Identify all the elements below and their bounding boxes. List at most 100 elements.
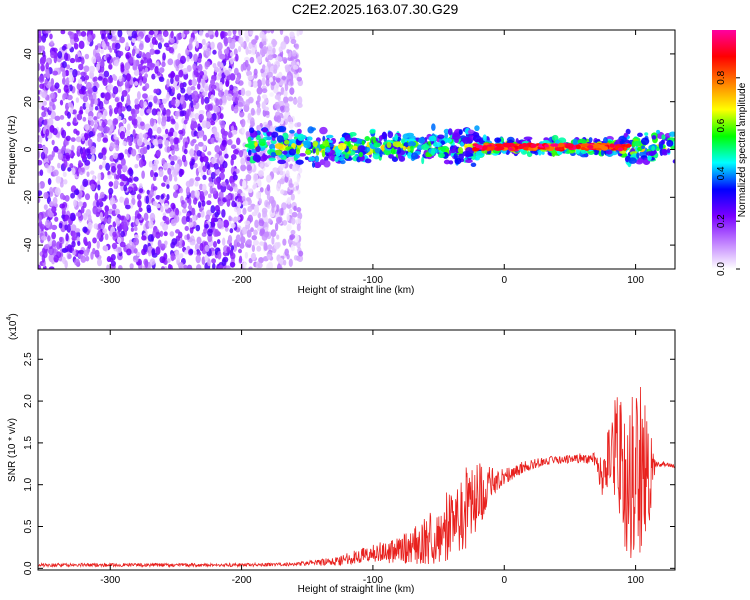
spectrogram-cell	[40, 235, 47, 241]
spectrogram-cell	[183, 264, 188, 269]
spectrogram-cell	[51, 139, 55, 146]
spectrogram-cell	[230, 182, 236, 187]
spectrogram-cell	[262, 128, 268, 133]
spectrogram-cell	[224, 153, 229, 159]
spectrogram-cell	[449, 148, 456, 154]
spectrogram-cell	[131, 215, 136, 221]
spectrogram-cell	[263, 242, 268, 251]
spectrogram-cell	[75, 231, 81, 239]
spectrogram-cell	[257, 262, 263, 269]
spectrogram-cell	[167, 167, 172, 175]
spectrogram-cell	[372, 152, 381, 160]
spectrogram-cell	[254, 142, 258, 147]
spectrogram-cell	[80, 71, 86, 77]
spectrogram-cell	[85, 102, 90, 109]
spectrogram-cell	[260, 68, 264, 74]
spectrogram-cell	[75, 136, 82, 143]
spectrogram-cell	[160, 104, 165, 111]
spectrogram-cell	[271, 205, 275, 214]
spectrogram-cell	[122, 118, 126, 124]
spectrogram-cell	[43, 204, 48, 211]
spectrogram-cell	[210, 171, 216, 180]
spectrogram-cell	[206, 200, 212, 206]
spectrogram-cell	[159, 67, 165, 73]
spectrogram-cell	[249, 117, 255, 126]
spectrogram-cell	[170, 138, 174, 146]
spectrogram-cell	[54, 115, 61, 121]
spectrogram-cell	[74, 228, 81, 233]
spectrogram-cell	[129, 263, 134, 269]
spectrogram-cell	[110, 260, 116, 267]
spectrogram-cell	[265, 30, 272, 34]
spectrogram-cell	[59, 99, 64, 106]
spectrogram-cell	[66, 43, 72, 49]
spectrogram-cell	[221, 131, 227, 140]
spectrogram-cell	[202, 134, 208, 142]
spectrogram-cell	[296, 30, 300, 37]
spectrogram-cell	[97, 112, 103, 118]
spectrogram-cell	[41, 105, 45, 111]
spectrogram-cell	[167, 131, 174, 137]
spectrogram-cell	[209, 34, 214, 40]
spectrogram-cell	[204, 121, 211, 129]
spectrogram-cell	[139, 121, 145, 127]
spectrogram-cell	[102, 245, 108, 252]
spectrogram-cell	[403, 142, 409, 148]
spectrogram-cell	[38, 62, 41, 72]
spectrogram-cell	[254, 219, 259, 229]
spectrogram-cell	[218, 98, 223, 106]
spectrogram-cell	[297, 254, 304, 263]
spectrogram-cell	[236, 137, 241, 146]
spectrogram-cell	[248, 149, 252, 156]
spectrogram-x-ticks: -300 -200 -100 0 100	[100, 30, 644, 286]
spectrogram-cell	[74, 258, 80, 266]
x-tick-label: 0	[501, 575, 507, 586]
spectrogram-cell	[169, 211, 176, 218]
spectrogram-cell	[340, 136, 346, 143]
spectrogram-cell	[154, 65, 159, 74]
spectrogram-cell	[58, 222, 63, 229]
spectrogram-cell	[125, 54, 130, 60]
spectrogram-cell	[72, 250, 77, 256]
spectrogram-cell	[235, 90, 239, 97]
spectrogram-cell	[521, 143, 528, 148]
spectrogram-cell	[152, 186, 158, 191]
spectrogram-cell	[219, 113, 224, 120]
spectrogram-cell	[76, 113, 83, 121]
spectrogram-cell	[637, 158, 644, 163]
spectrogram-cell	[229, 84, 234, 91]
spectrogram-cell	[91, 55, 97, 64]
spectrogram-cell	[329, 143, 334, 147]
spectrogram-cell	[188, 222, 194, 228]
spectrogram-cell	[136, 138, 143, 147]
spectrogram-cell	[372, 136, 376, 144]
spectrogram-cell	[280, 189, 285, 195]
spectrogram-cell	[207, 30, 214, 36]
spectrogram-cell	[191, 158, 195, 166]
spectrogram-cell	[210, 221, 216, 227]
spectrogram-cell	[77, 240, 81, 247]
spectrogram-cell	[149, 189, 154, 198]
spectrogram-cell	[179, 96, 184, 105]
spectrogram-cell	[261, 88, 268, 94]
spectrogram-cell	[42, 50, 46, 58]
spectrogram-cell	[131, 37, 136, 43]
spectrogram-cell	[319, 161, 326, 166]
spectrogram-cell	[231, 200, 236, 208]
spectrogram-cell	[159, 230, 164, 237]
spectrogram-cell	[99, 64, 105, 73]
spectrogram-cell	[337, 142, 347, 151]
spectrogram-cell	[68, 75, 75, 83]
spectrogram-cell	[67, 31, 73, 36]
spectrogram-cell	[194, 112, 200, 120]
y-tick-label: 2.5	[23, 352, 34, 366]
spectrogram-cell	[122, 141, 128, 146]
spectrogram-cell	[270, 139, 277, 145]
spectrogram-cell	[226, 246, 231, 253]
spectrogram-cell	[271, 236, 275, 245]
spectrogram-cell	[134, 163, 139, 169]
spectrogram-cell	[202, 165, 207, 173]
spectrogram-cell	[227, 36, 233, 44]
spectrogram-cell	[494, 137, 502, 143]
spectrogram-cell	[210, 41, 215, 50]
